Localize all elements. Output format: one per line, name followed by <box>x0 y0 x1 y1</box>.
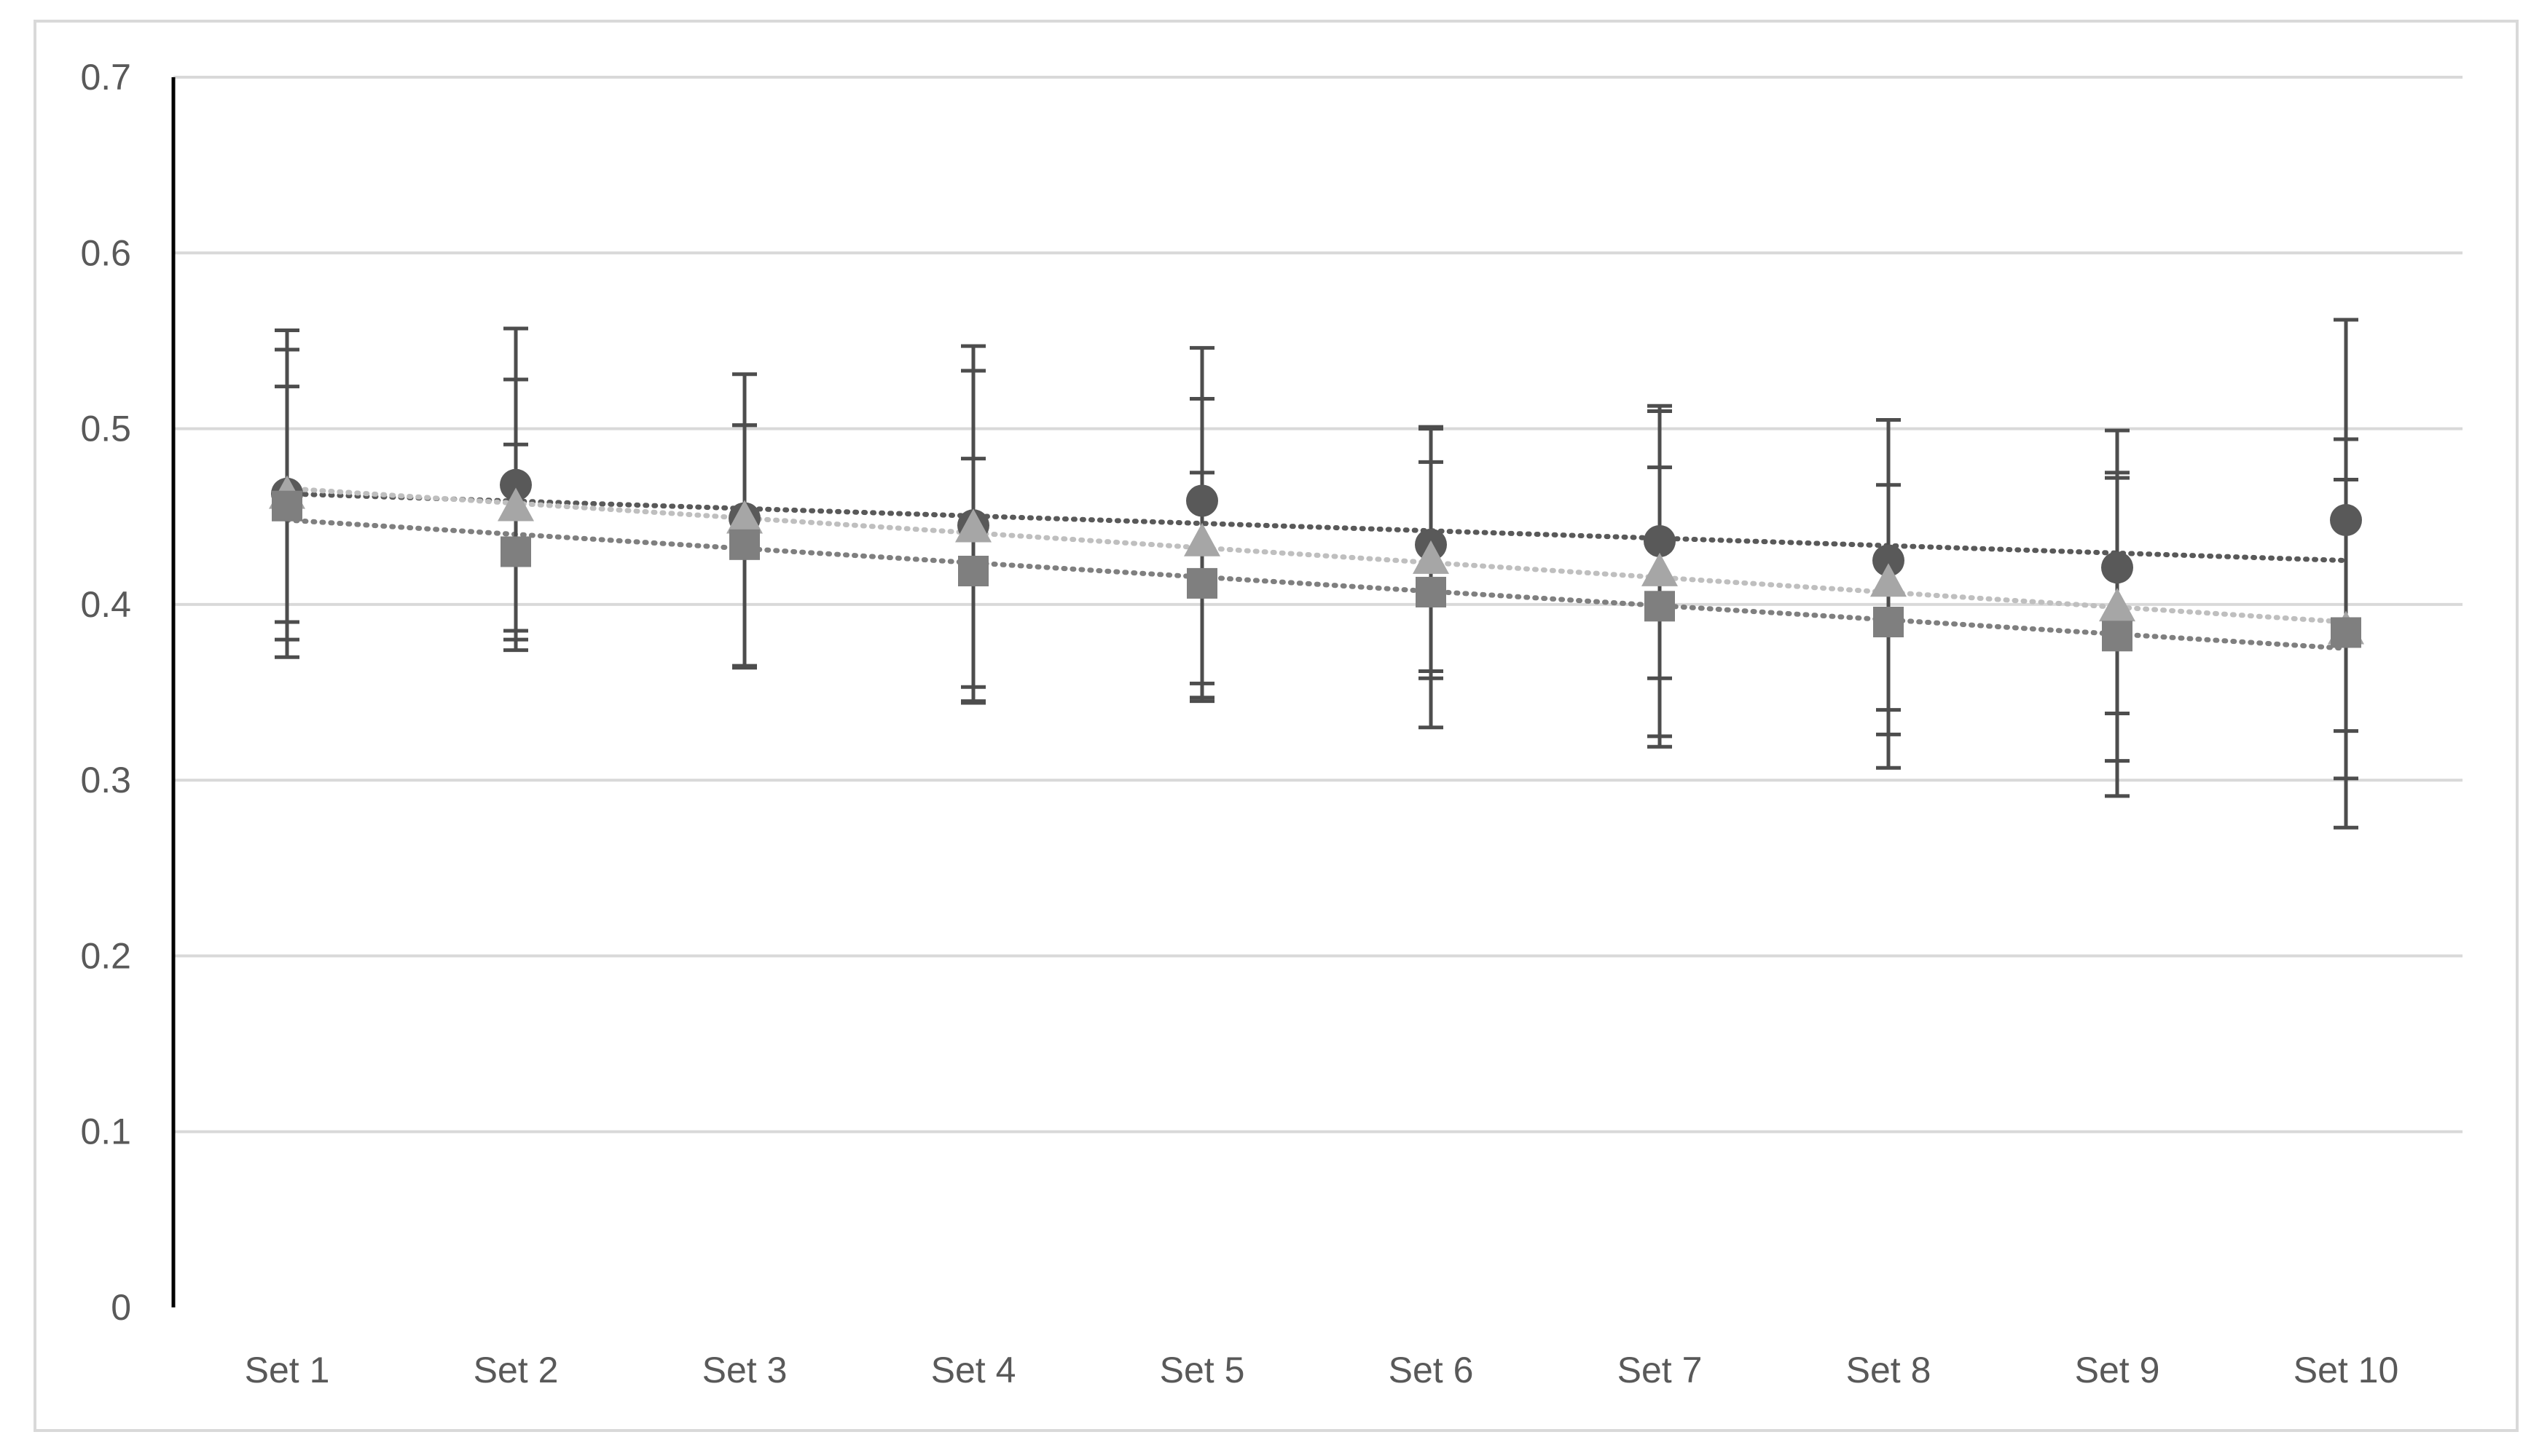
x-tick-label: Set 6 <box>1389 1350 1474 1390</box>
y-tick-label: 0.1 <box>80 1111 131 1152</box>
data-point-circle <box>500 468 532 501</box>
x-tick-label: Set 5 <box>1160 1350 1245 1390</box>
data-point-triangle <box>726 500 763 534</box>
data-point-triangle <box>498 487 534 522</box>
x-tick-label: Set 7 <box>1617 1350 1703 1390</box>
x-tick-label: Set 10 <box>2293 1350 2399 1390</box>
data-point-square <box>2331 617 2361 648</box>
x-tick-label: Set 8 <box>1846 1350 1931 1390</box>
data-point-circle <box>1644 524 1676 557</box>
x-tick-label: Set 2 <box>474 1350 559 1390</box>
x-tick-label: Set 4 <box>931 1350 1016 1390</box>
data-point-circle <box>2330 504 2362 537</box>
data-point-square <box>729 529 760 560</box>
y-tick-label: 0.5 <box>80 409 131 449</box>
data-point-square <box>501 536 531 567</box>
x-tick-label: Set 9 <box>2075 1350 2160 1390</box>
data-point-triangle <box>1184 522 1220 556</box>
data-point-triangle <box>1413 540 1449 574</box>
data-point-square <box>272 490 302 522</box>
data-point-square <box>1644 591 1675 622</box>
x-tick-labels: Set 1 Set 2 Set 3 Set 4 Set 5 Set 6 Set 7 Set 8… <box>245 1350 2399 1390</box>
x-tick-label: Set 3 <box>702 1350 788 1390</box>
data-point-circle <box>1872 544 1904 577</box>
data-point-triangle <box>1870 563 1907 597</box>
data-point-triangle <box>1641 552 1678 586</box>
y-tick-label: 0.2 <box>80 935 131 976</box>
data-point-square <box>958 556 989 587</box>
y-tick-labels: 0 0.1 0.2 0.3 0.4 0.5 0.6 0.7 <box>80 57 131 1328</box>
data-point-circle <box>2101 551 2133 584</box>
data-point-triangle <box>955 508 992 543</box>
data-point-square <box>2102 621 2132 652</box>
y-tick-label: 0.7 <box>80 57 131 98</box>
data-markers <box>269 468 2364 652</box>
data-point-square <box>1416 576 1446 607</box>
data-point-triangle <box>2099 588 2135 622</box>
gridlines <box>173 76 2463 1133</box>
data-point-square <box>1187 567 1217 599</box>
data-point-square <box>1873 606 1904 637</box>
y-tick-label: 0 <box>111 1287 131 1328</box>
trendline <box>284 517 2349 651</box>
y-tick-label: 0.4 <box>80 584 131 625</box>
y-tick-label: 0.6 <box>80 232 131 273</box>
y-tick-label: 0.3 <box>80 760 131 800</box>
chart-frame <box>34 20 2519 1432</box>
trendline <box>284 486 2349 625</box>
trendlines <box>284 486 2349 651</box>
error-bars <box>275 318 2358 830</box>
x-tick-label: Set 1 <box>245 1350 330 1390</box>
data-point-circle <box>1186 484 1218 517</box>
trendline <box>284 491 2349 564</box>
